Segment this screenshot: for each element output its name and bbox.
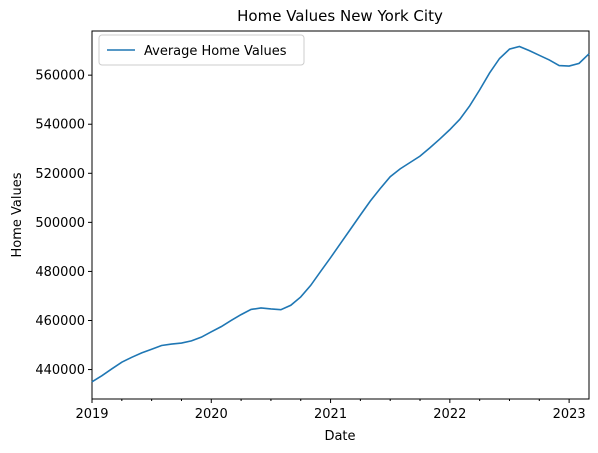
legend-label: Average Home Values bbox=[144, 44, 287, 59]
x-axis: 2019 2020 2021 2022 2023 bbox=[75, 399, 586, 422]
y-axis: 440000 460000 480000 500000 520000 540000 5600… bbox=[35, 69, 92, 378]
plot-frame bbox=[91, 30, 590, 400]
x-tick-label: 2021 bbox=[314, 407, 347, 422]
legend: Average Home Values bbox=[98, 34, 305, 66]
x-axis-title: Date bbox=[324, 429, 355, 444]
y-tick-label: 440000 bbox=[35, 363, 85, 378]
x-tick-label: 2022 bbox=[433, 407, 466, 422]
legend-box bbox=[98, 34, 305, 66]
y-tick-label: 540000 bbox=[35, 118, 85, 133]
x-tick-label: 2019 bbox=[75, 407, 108, 422]
x-tick-label: 2023 bbox=[553, 407, 586, 422]
y-tick-label: 520000 bbox=[35, 167, 85, 182]
y-tick-label: 500000 bbox=[35, 216, 85, 231]
y-tick-label: 560000 bbox=[35, 69, 85, 84]
y-tick-label: 480000 bbox=[35, 265, 85, 280]
y-axis-title: Home Values bbox=[10, 172, 25, 257]
plot-area: 440000 460000 480000 500000 520000 540000 5600… bbox=[35, 30, 590, 422]
series-line-average-home-values bbox=[91, 45, 590, 383]
chart-title: Home Values New York City bbox=[237, 7, 443, 25]
y-tick-label: 460000 bbox=[35, 314, 85, 329]
x-tick-label: 2020 bbox=[195, 407, 228, 422]
